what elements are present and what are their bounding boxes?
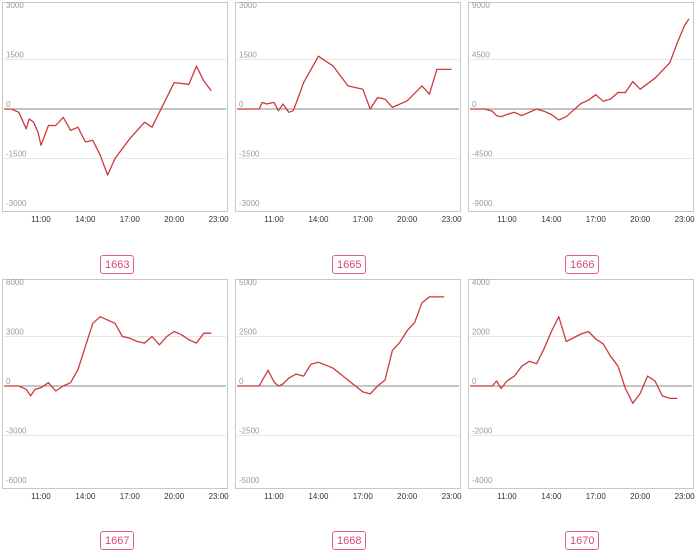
y-tick-label: 3000 bbox=[6, 328, 24, 337]
chart-tag-1668[interactable]: 1668 bbox=[332, 531, 367, 550]
chart-frame bbox=[2, 279, 228, 489]
line-chart-1666: 9000 4500 0 -4500 -9000 11:00 14:00 17:00 20:00 2… bbox=[470, 1, 696, 224]
series-line bbox=[4, 316, 212, 397]
y-tick-label: 1500 bbox=[6, 51, 24, 60]
y-tick-label: -6000 bbox=[6, 476, 27, 485]
y-tick-label: 6000 bbox=[6, 278, 24, 287]
chart-frame bbox=[235, 279, 461, 489]
chart-tag-1663[interactable]: 1663 bbox=[100, 255, 135, 274]
x-tick-label: 14:00 bbox=[541, 492, 562, 501]
series-line bbox=[4, 65, 212, 176]
chart-tag-1670[interactable]: 1670 bbox=[565, 531, 600, 550]
x-tick-label: 11:00 bbox=[497, 492, 517, 501]
series-line bbox=[237, 296, 445, 395]
chart-tag-1665[interactable]: 1665 bbox=[332, 255, 367, 274]
x-tick-label: 17:00 bbox=[353, 492, 374, 501]
y-tick-label: -9000 bbox=[472, 199, 493, 208]
x-tick-label: 20:00 bbox=[630, 492, 651, 501]
y-tick-label: 0 bbox=[6, 377, 11, 386]
x-tick-label: 23:00 bbox=[209, 492, 230, 501]
x-tick-label: 11:00 bbox=[31, 215, 51, 224]
x-tick-label: 20:00 bbox=[397, 215, 418, 224]
x-tick-label: 11:00 bbox=[264, 492, 284, 501]
y-tick-label: -3000 bbox=[239, 199, 260, 208]
chart-tag-1667[interactable]: 1667 bbox=[100, 531, 135, 550]
x-tick-label: 20:00 bbox=[630, 215, 651, 224]
y-tick-label: 4000 bbox=[472, 278, 490, 287]
x-tick-label: 20:00 bbox=[397, 492, 418, 501]
x-tick-label: 17:00 bbox=[586, 492, 607, 501]
chart-tag-1666[interactable]: 1666 bbox=[565, 255, 600, 274]
series-line bbox=[470, 18, 690, 121]
y-tick-label: -4500 bbox=[472, 150, 493, 159]
x-tick-label: 17:00 bbox=[353, 215, 374, 224]
y-tick-label: -2500 bbox=[239, 427, 260, 436]
y-tick-label: 2000 bbox=[472, 328, 490, 337]
line-chart-1665: 3000 1500 0 -1500 -3000 11:00 14:00 17:00 20:00 2… bbox=[237, 1, 463, 224]
x-tick-label: 20:00 bbox=[164, 215, 185, 224]
y-tick-label: -1500 bbox=[6, 150, 27, 159]
x-tick-label: 17:00 bbox=[586, 215, 607, 224]
x-tick-label: 11:00 bbox=[497, 215, 517, 224]
line-chart-1670: 4000 2000 0 -2000 -4000 11:00 14:00 17:00 20:00 2… bbox=[470, 278, 696, 501]
x-tick-label: 17:00 bbox=[120, 215, 141, 224]
x-tick-label: 23:00 bbox=[209, 215, 230, 224]
y-tick-label: 0 bbox=[239, 377, 244, 386]
x-tick-label: 23:00 bbox=[675, 215, 696, 224]
y-tick-label: -3000 bbox=[6, 427, 27, 436]
line-chart-1668: 5000 2500 0 -2500 -5000 11:00 14:00 17:00 20:00 2… bbox=[237, 278, 463, 501]
x-tick-label: 17:00 bbox=[120, 492, 141, 501]
series-line bbox=[237, 55, 452, 113]
series-line bbox=[470, 316, 678, 404]
y-tick-label: 2500 bbox=[239, 328, 257, 337]
y-tick-label: 4500 bbox=[472, 51, 490, 60]
x-tick-label: 11:00 bbox=[31, 492, 51, 501]
y-tick-label: 1500 bbox=[239, 51, 257, 60]
chart-frame bbox=[235, 2, 461, 212]
x-tick-label: 23:00 bbox=[675, 492, 696, 501]
x-tick-label: 14:00 bbox=[308, 215, 329, 224]
y-tick-label: 3000 bbox=[6, 1, 24, 10]
y-tick-label: -4000 bbox=[472, 476, 493, 485]
y-tick-label: 3000 bbox=[239, 1, 257, 10]
y-tick-label: -2000 bbox=[472, 427, 493, 436]
line-chart-1667: 6000 3000 0 -3000 -6000 11:00 14:00 17:00 20:00 2… bbox=[4, 278, 230, 501]
y-tick-label: 5000 bbox=[239, 278, 257, 287]
y-tick-label: -1500 bbox=[239, 150, 260, 159]
x-tick-label: 11:00 bbox=[264, 215, 284, 224]
chart-frame bbox=[2, 2, 228, 212]
x-tick-label: 23:00 bbox=[442, 492, 463, 501]
y-tick-label: -5000 bbox=[239, 476, 260, 485]
x-tick-label: 14:00 bbox=[75, 215, 96, 224]
line-chart-1663: 3000 1500 0 -1500 -3000 11:00 14:00 17:00 20:00 2… bbox=[4, 1, 230, 224]
x-tick-label: 23:00 bbox=[442, 215, 463, 224]
y-tick-label: 0 bbox=[472, 377, 477, 386]
x-tick-label: 14:00 bbox=[541, 215, 562, 224]
y-tick-label: 0 bbox=[239, 100, 244, 109]
x-tick-label: 14:00 bbox=[75, 492, 96, 501]
y-tick-label: 0 bbox=[6, 100, 11, 109]
y-tick-label: -3000 bbox=[6, 199, 27, 208]
chart-frame bbox=[468, 2, 694, 212]
x-tick-label: 14:00 bbox=[308, 492, 329, 501]
x-tick-label: 20:00 bbox=[164, 492, 185, 501]
y-tick-label: 9000 bbox=[472, 1, 490, 10]
y-tick-label: 0 bbox=[472, 100, 477, 109]
